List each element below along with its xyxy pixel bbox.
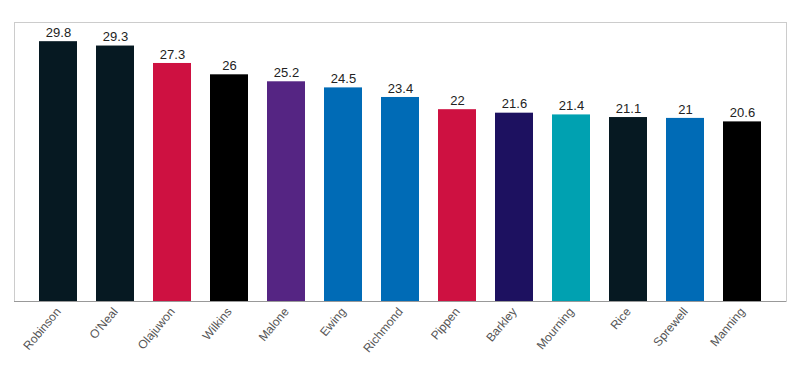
svg-text:27.3: 27.3	[160, 47, 185, 62]
svg-text:21.6: 21.6	[502, 96, 527, 111]
svg-text:Malone: Malone	[256, 305, 292, 344]
svg-text:Wilkins: Wilkins	[200, 305, 235, 343]
svg-text:23.4: 23.4	[388, 81, 413, 96]
svg-text:Manning: Manning	[707, 305, 747, 349]
svg-text:25.2: 25.2	[274, 65, 299, 80]
svg-text:29.8: 29.8	[46, 25, 71, 40]
svg-text:Barkley: Barkley	[483, 305, 519, 345]
svg-text:24.5: 24.5	[331, 71, 356, 86]
svg-text:Richmond: Richmond	[360, 305, 405, 355]
svg-text:O'Neal: O'Neal	[87, 305, 121, 342]
svg-text:Ewing: Ewing	[317, 305, 349, 339]
svg-text:20.6: 20.6	[730, 105, 755, 120]
svg-text:21.1: 21.1	[616, 101, 641, 116]
svg-text:21: 21	[678, 102, 692, 117]
svg-text:26: 26	[222, 58, 236, 73]
svg-text:21.4: 21.4	[559, 98, 584, 113]
svg-text:Rice: Rice	[608, 305, 634, 333]
svg-text:Pippen: Pippen	[428, 305, 463, 343]
svg-text:Sprewell: Sprewell	[650, 305, 690, 349]
svg-text:22: 22	[450, 93, 464, 108]
svg-text:Mourning: Mourning	[534, 305, 577, 352]
svg-text:Robinson: Robinson	[20, 305, 63, 353]
svg-text:29.3: 29.3	[103, 29, 128, 44]
svg-text:Olajuwon: Olajuwon	[135, 305, 178, 352]
